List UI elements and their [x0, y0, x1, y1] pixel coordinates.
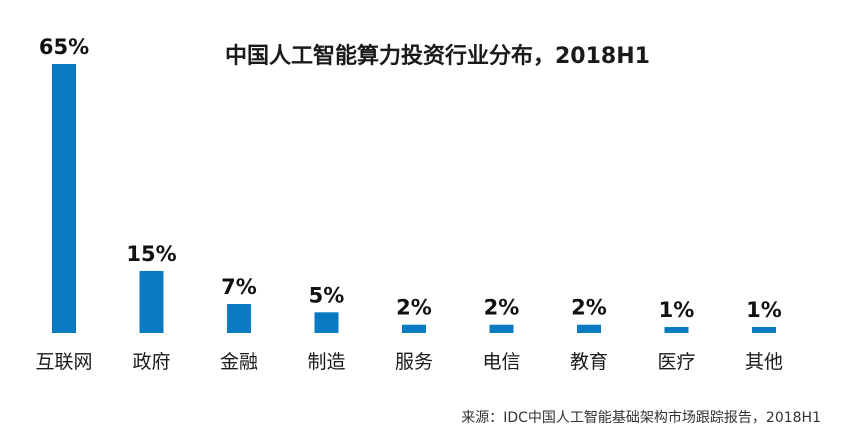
- bar-value-label-2: 7%: [221, 275, 257, 299]
- category-label-4: 服务: [395, 351, 433, 373]
- bar-6: [577, 324, 601, 333]
- category-label-8: 其他: [745, 351, 783, 373]
- category-label-1: 政府: [132, 351, 170, 373]
- bar-8: [752, 327, 776, 333]
- bar-value-label-7: 1%: [659, 298, 695, 322]
- bar-2: [227, 304, 251, 333]
- category-label-6: 教育: [570, 351, 608, 373]
- bar-value-label-4: 2%: [396, 296, 432, 320]
- category-label-5: 电信: [482, 351, 520, 373]
- bar-5: [489, 324, 514, 333]
- category-label-3: 制造: [307, 351, 345, 373]
- bar-value-label-1: 15%: [126, 242, 176, 266]
- category-label-7: 医疗: [657, 351, 695, 373]
- bar-4: [402, 324, 426, 333]
- bar-value-label-6: 2%: [571, 296, 607, 320]
- bar-1: [139, 270, 164, 333]
- bar-value-label-8: 1%: [746, 298, 782, 322]
- bar-value-label-0: 65%: [39, 35, 89, 59]
- bar-3: [314, 312, 339, 333]
- bar-0: [52, 64, 76, 333]
- category-label-0: 互联网: [35, 351, 92, 373]
- chart-title: 中国人工智能算力投资行业分布，2018H1: [225, 44, 650, 69]
- source-note: 来源：IDC中国人工智能基础架构市场跟踪报告，2018H1: [461, 410, 821, 426]
- bar-value-label-5: 2%: [484, 296, 520, 320]
- bar-value-label-3: 5%: [309, 283, 345, 307]
- bar-7: [664, 327, 689, 333]
- category-label-2: 金融: [220, 351, 258, 373]
